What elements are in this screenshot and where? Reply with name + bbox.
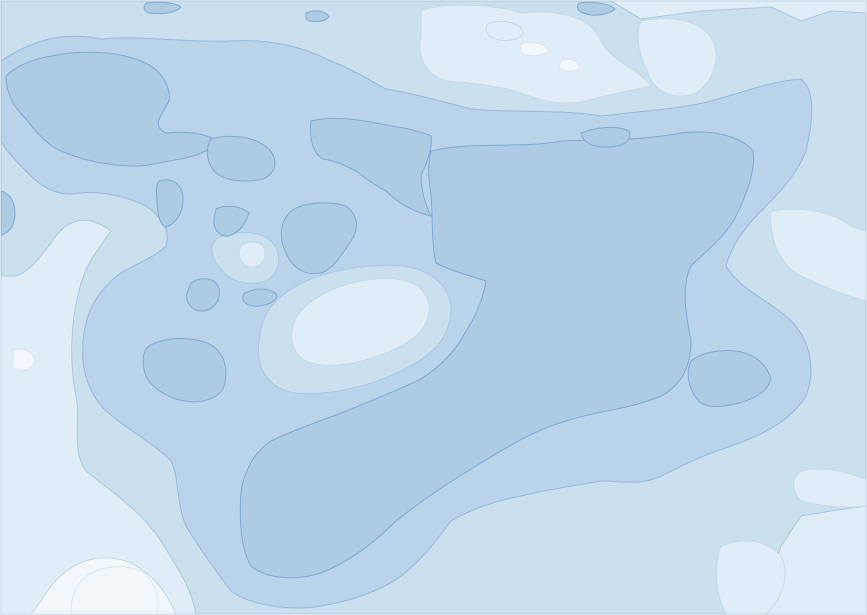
contour-level-5	[1, 1, 772, 579]
contour-level-2-central	[238, 241, 430, 366]
contour-level-1-pockets	[12, 41, 580, 614]
